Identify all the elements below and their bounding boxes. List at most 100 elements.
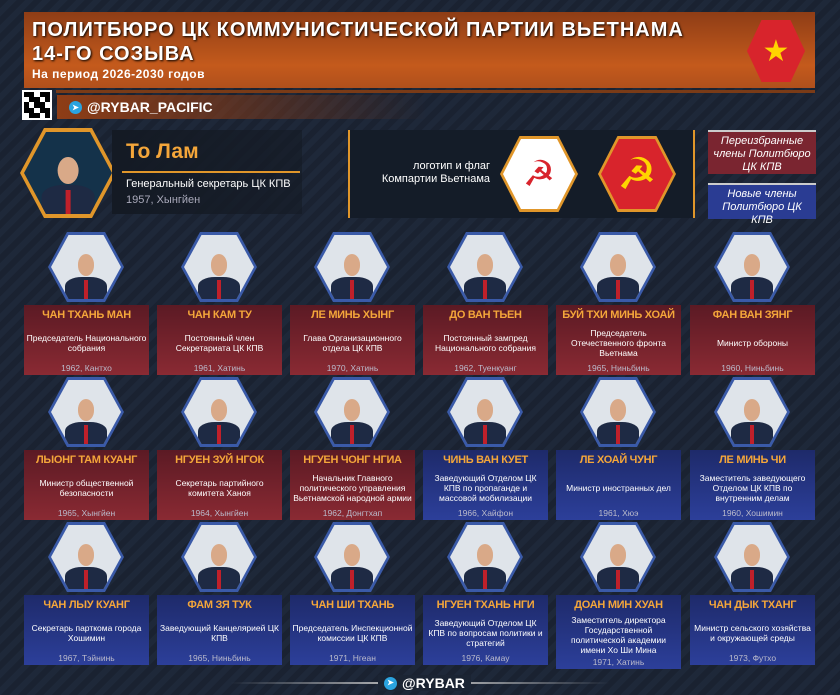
member-name: ЧАН КАМ ТУ bbox=[187, 309, 252, 321]
member-card: НГУЕН ЗУЙ НГОК Секретарь партийного коми… bbox=[157, 450, 282, 520]
member-born: 1961, Хатинь bbox=[193, 363, 246, 373]
page-subtitle: На период 2026-2030 годов bbox=[32, 67, 205, 81]
member-role: Министр сельского хозяйства и окружающей… bbox=[694, 623, 811, 643]
member-role: Министр иностранных дел bbox=[566, 483, 671, 493]
legend-new: Новые члены Политбюро ЦК КПВ bbox=[708, 183, 816, 226]
channel-link[interactable]: ➤ @RYBAR_PACIFIC bbox=[57, 95, 427, 119]
member-photo bbox=[714, 522, 790, 592]
qr-code-icon[interactable] bbox=[22, 90, 52, 120]
member-born: 1965, Ниньбинь bbox=[188, 653, 251, 663]
member-born: 1960, Хошимин bbox=[722, 508, 783, 518]
member-card: ФАН ВАН ЗЯНГ Министр обороны 1960, Ниньб… bbox=[690, 305, 815, 375]
member-born: 1965, Ниньбинь bbox=[587, 363, 650, 373]
member-name: НГУЕН ТХАНЬ НГИ bbox=[436, 599, 535, 611]
member-role: Глава Организационного отдела ЦК КПВ bbox=[303, 333, 402, 353]
party-flag-icon: ☭ bbox=[598, 136, 676, 212]
logos-caption: логотип и флаг Компартии Вьетнама bbox=[356, 160, 490, 186]
member-born: 1965, Хынгйен bbox=[57, 508, 116, 518]
member-card: ДОАН МИН ХУАН Заместитель директора Госу… bbox=[556, 595, 681, 669]
title-line-1: ПОЛИТБЮРО ЦК КОММУНИСТИЧЕСКОЙ ПАРТИИ ВЬЕ… bbox=[32, 19, 684, 41]
member-name: ЛЕ ХОАЙ ЧУНГ bbox=[579, 454, 658, 466]
member-born: 1962, Туенкуанг bbox=[454, 363, 517, 373]
member-card: ЧАН ТХАНЬ МАН Председатель Национального… bbox=[24, 305, 149, 375]
member-card: ДО ВАН ТЬЕН Постоянный зампред Националь… bbox=[423, 305, 548, 375]
caption-line-1: логотип и флаг bbox=[412, 160, 490, 172]
header-banner: ПОЛИТБЮРО ЦК КОММУНИСТИЧЕСКОЙ ПАРТИИ ВЬЕ… bbox=[24, 12, 815, 88]
member-card: ЧИНЬ ВАН КУЕТ Заведующий Отделом ЦК КПВ … bbox=[423, 450, 548, 520]
member-role: Заместитель заведующего Отделом ЦК КПВ п… bbox=[699, 473, 806, 503]
member-name: ФАН ВАН ЗЯНГ bbox=[712, 309, 793, 321]
member-role: Заведующий Канцелярией ЦК КПВ bbox=[160, 623, 279, 643]
member-card: БУЙ ТХИ МИНЬ ХОАЙ Председатель Отечестве… bbox=[556, 305, 681, 375]
member-role: Секретарь партийного комитета Ханоя bbox=[175, 478, 264, 498]
member-card: ЧАН КАМ ТУ Постоянный член Секретариата … bbox=[157, 305, 282, 375]
member-photo bbox=[48, 522, 124, 592]
member-role: Министр общественной безопасности bbox=[39, 478, 134, 498]
member-name: ЧАН ТХАНЬ МАН bbox=[42, 309, 131, 321]
member-born: 1970, Хатинь bbox=[326, 363, 379, 373]
member-role: Заведующий Отделом ЦК КПВ по вопросам по… bbox=[428, 618, 543, 648]
member-card: ЛЕ МИНЬ ХЫНГ Глава Организационного отде… bbox=[290, 305, 415, 375]
telegram-icon: ➤ bbox=[384, 676, 397, 690]
divider bbox=[122, 171, 300, 173]
member-name: НГУЕН ЧОНГ НГИА bbox=[303, 454, 402, 466]
member-name: НГУЕН ЗУЙ НГОК bbox=[175, 454, 264, 466]
member-card: ЧАН ЛЫУ КУАНГ Секретарь парткома города … bbox=[24, 595, 149, 665]
member-role: Председатель Национального собрания bbox=[26, 333, 147, 353]
member-role: Заместитель директора Государственной по… bbox=[571, 615, 666, 655]
member-card: ФАМ ЗЯ ТУК Заведующий Канцелярией ЦК КПВ… bbox=[157, 595, 282, 665]
member-card: ЧАН ШИ ТХАНЬ Председатель Инспекционной … bbox=[290, 595, 415, 665]
channel-handle: @RYBAR_PACIFIC bbox=[87, 99, 213, 115]
member-name: ЛЫОНГ ТАМ КУАНГ bbox=[35, 454, 138, 466]
member-name: ФАМ ЗЯ ТУК bbox=[187, 599, 252, 611]
leader-panel: То Лам Генеральный секретарь ЦК КПВ 1957… bbox=[112, 130, 302, 214]
member-card: ЛЕ МИНЬ ЧИ Заместитель заведующего Отдел… bbox=[690, 450, 815, 520]
member-name: ЛЕ МИНЬ ХЫНГ bbox=[311, 309, 394, 321]
member-photo bbox=[580, 377, 656, 447]
member-photo bbox=[181, 522, 257, 592]
member-born: 1961, Хюэ bbox=[598, 508, 639, 518]
member-name: ЛЕ МИНЬ ЧИ bbox=[719, 454, 786, 466]
member-role: Постоянный член Секретариата ЦК КПВ bbox=[175, 333, 264, 353]
footer-channel-link[interactable]: ➤ @RYBAR bbox=[378, 675, 471, 691]
member-born: 1976, Камау bbox=[461, 653, 510, 663]
member-role: Председатель Инспекционной комиссии ЦК К… bbox=[292, 623, 413, 643]
member-name: БУЙ ТХИ МИНЬ ХОАЙ bbox=[562, 309, 675, 321]
member-role: Министр обороны bbox=[716, 338, 789, 348]
member-photo bbox=[580, 522, 656, 592]
party-emblem-icon: ☭ bbox=[500, 136, 578, 212]
member-role: Председатель Отечественного фронта Вьетн… bbox=[570, 328, 667, 358]
member-role: Постоянный зампред Национального собрани… bbox=[435, 333, 536, 353]
member-name: ЧАН ДЫК ТХАНГ bbox=[708, 599, 797, 611]
member-role: Начальник Главного политического управле… bbox=[293, 473, 412, 503]
member-role: Секретарь парткома города Хошимин bbox=[31, 623, 142, 643]
member-born: 1960, Ниньбинь bbox=[721, 363, 784, 373]
leader-name: То Лам bbox=[126, 140, 199, 163]
member-born: 1971, Хатинь bbox=[592, 657, 645, 667]
leader-photo bbox=[20, 128, 116, 218]
title-line-2: 14-ГО СОЗЫВА bbox=[32, 43, 195, 65]
legend-reelected: Переизбранные члены Политбюро ЦК КПВ bbox=[708, 130, 816, 174]
member-card: ЧАН ДЫК ТХАНГ Министр сельского хозяйств… bbox=[690, 595, 815, 665]
member-photo bbox=[714, 377, 790, 447]
page-title: ПОЛИТБЮРО ЦК КОММУНИСТИЧЕСКОЙ ПАРТИИ ВЬЕ… bbox=[32, 18, 684, 66]
member-card: ЛЫОНГ ТАМ КУАНГ Министр общественной без… bbox=[24, 450, 149, 520]
member-name: ДОАН МИН ХУАН bbox=[574, 599, 663, 611]
member-card: ЛЕ ХОАЙ ЧУНГ Министр иностранных дел 196… bbox=[556, 450, 681, 520]
member-photo bbox=[714, 232, 790, 302]
member-photo bbox=[580, 232, 656, 302]
member-born: 1962, Донгтхап bbox=[322, 508, 383, 518]
member-photo bbox=[447, 522, 523, 592]
member-born: 1971, Нгеан bbox=[329, 653, 376, 663]
vietnam-flag-icon: ★ bbox=[747, 20, 805, 82]
member-born: 1973, Футхо bbox=[728, 653, 777, 663]
member-born: 1966, Хайфон bbox=[457, 508, 514, 518]
member-role: Заведующий Отделом ЦК КПВ по пропаганде … bbox=[434, 473, 537, 503]
member-name: ЧАН ШИ ТХАНЬ bbox=[311, 599, 394, 611]
divider bbox=[56, 90, 815, 93]
caption-line-2: Компартии Вьетнама bbox=[381, 173, 490, 185]
leader-born: 1957, Хынгйен bbox=[126, 194, 201, 206]
member-name: ЧАН ЛЫУ КУАНГ bbox=[43, 599, 130, 611]
member-name: ЧИНЬ ВАН КУЕТ bbox=[443, 454, 528, 466]
member-card: НГУЕН ЧОНГ НГИА Начальник Главного полит… bbox=[290, 450, 415, 520]
